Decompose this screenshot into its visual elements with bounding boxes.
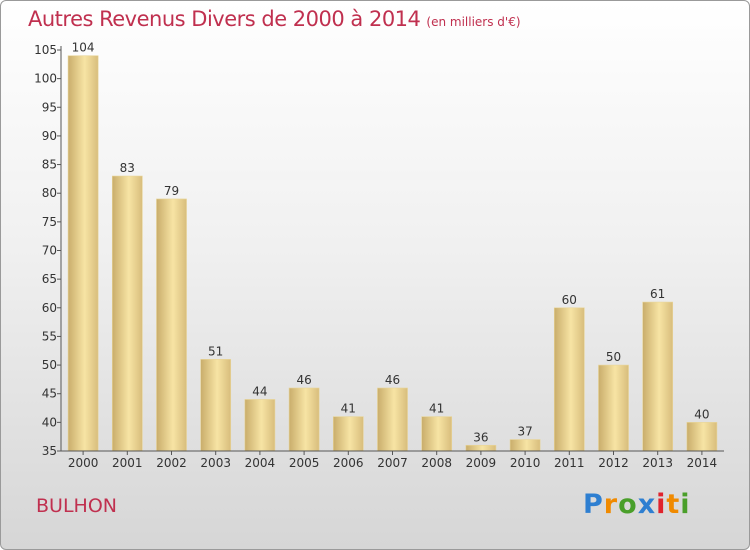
x-tick-label: 2013 — [642, 456, 673, 470]
y-tick-label: 75 — [42, 215, 57, 229]
x-tick-label: 2005 — [289, 456, 320, 470]
chart-title: Autres Revenus Divers de 2000 à 2014 — [28, 7, 421, 31]
bar-2008 — [421, 416, 453, 452]
y-tick-label: 50 — [42, 358, 57, 372]
bar-2012 — [598, 364, 629, 452]
place-name: BULHON — [36, 495, 117, 517]
bar-2002 — [156, 198, 187, 452]
bar-2010 — [509, 439, 541, 452]
y-tick-label: 90 — [42, 129, 57, 143]
value-label: 44 — [252, 384, 267, 398]
x-tick-label: 2004 — [245, 456, 276, 470]
bar-2014 — [686, 422, 718, 452]
x-tick-label: 2002 — [156, 456, 187, 470]
value-label: 50 — [606, 350, 621, 364]
y-tick-label: 100 — [34, 72, 57, 86]
bar-2001 — [111, 175, 143, 452]
bar-2006 — [332, 416, 364, 452]
chart-unit: (en milliers d'€) — [426, 15, 521, 29]
y-tick-label: 40 — [42, 415, 57, 429]
x-tick-label: 2008 — [421, 456, 452, 470]
bar-2005 — [288, 387, 320, 452]
value-label: 40 — [694, 407, 709, 421]
bar-2011 — [553, 307, 585, 452]
y-axis-ticks: 35 40 45 50 55 60 65 70 75 80 85 90 95 100 105 — [34, 43, 61, 458]
y-tick-label: 45 — [42, 387, 57, 401]
x-tick-label: 2009 — [466, 456, 497, 470]
brand-letter: o — [618, 489, 638, 520]
brand-letter: r — [603, 489, 619, 520]
bar-2004 — [244, 399, 276, 452]
value-label: 79 — [164, 184, 179, 198]
brand-letter: i — [656, 489, 667, 520]
bar-2013 — [642, 301, 674, 452]
y-tick-label: 95 — [42, 100, 57, 114]
x-axis-ticks: 2000 2001 2002 2003 2004 2005 2006 2007 2008 2009… — [68, 451, 717, 470]
y-tick-label: 35 — [42, 444, 57, 458]
x-tick-label: 2007 — [377, 456, 408, 470]
x-tick-label: 2006 — [333, 456, 364, 470]
y-tick-label: 85 — [42, 158, 57, 172]
brand-letter: P — [583, 489, 604, 520]
x-tick-label: 2003 — [200, 456, 231, 470]
brand-logo: Proxiti — [583, 489, 691, 520]
value-label: 51 — [208, 344, 223, 358]
value-label: 37 — [517, 425, 532, 439]
value-label: 46 — [385, 373, 400, 387]
y-tick-label: 70 — [42, 244, 57, 258]
value-label: 60 — [562, 293, 577, 307]
y-tick-label: 65 — [42, 272, 57, 286]
y-tick-label: 60 — [42, 301, 57, 315]
value-label: 83 — [120, 161, 135, 175]
x-tick-label: 2000 — [68, 456, 99, 470]
title-row: Autres Revenus Divers de 2000 à 2014 (en … — [28, 7, 521, 31]
x-tick-label: 2010 — [510, 456, 541, 470]
bar-2007 — [377, 387, 408, 452]
value-label: 41 — [429, 402, 444, 416]
x-tick-label: 2001 — [112, 456, 143, 470]
x-tick-label: 2014 — [687, 456, 718, 470]
y-tick-label: 55 — [42, 329, 57, 343]
x-tick-label: 2011 — [554, 456, 585, 470]
value-label: 46 — [296, 373, 311, 387]
value-label: 41 — [341, 402, 356, 416]
brand-letter: i — [680, 489, 691, 520]
value-label: 36 — [473, 430, 488, 444]
bar-2003 — [200, 359, 232, 452]
bar-2000 — [67, 55, 99, 452]
bars: 104 83 79 51 44 46 41 46 41 36 37 60 50 61 40 — [67, 41, 718, 452]
x-tick-label: 2012 — [598, 456, 629, 470]
y-tick-label: 80 — [42, 186, 57, 200]
brand-letter: t — [666, 489, 681, 520]
value-label: 104 — [72, 41, 95, 55]
value-label: 61 — [650, 287, 665, 301]
y-tick-label: 105 — [34, 43, 57, 57]
bar-2009 — [465, 444, 497, 452]
brand-letter: x — [637, 489, 657, 520]
